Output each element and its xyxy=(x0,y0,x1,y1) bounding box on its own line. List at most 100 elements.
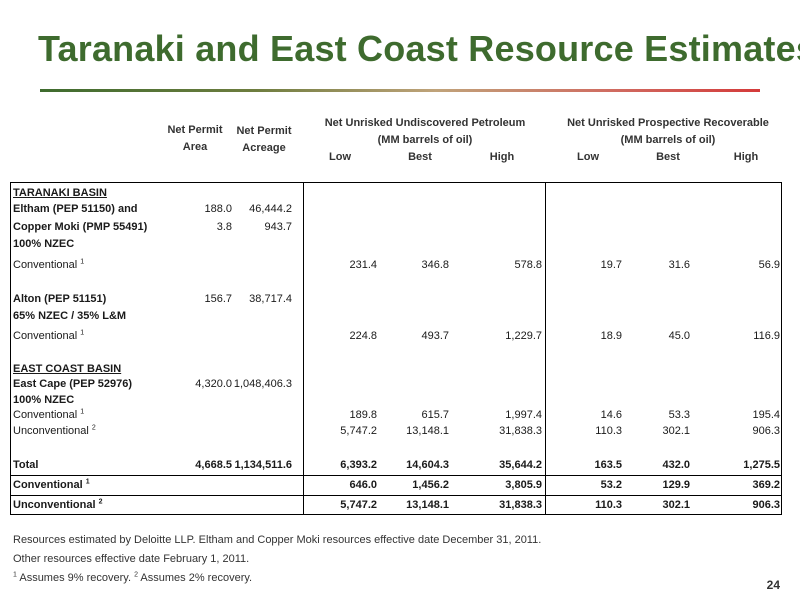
cell-p-high: 906.3 xyxy=(752,499,780,511)
cell-p-low: 163.5 xyxy=(594,459,622,471)
row-label: Conventional 1 xyxy=(13,329,85,342)
table-row: Conventional 1 224.8 493.7 1,229.7 18.9 … xyxy=(10,328,782,344)
cell-p-low: 53.2 xyxy=(600,479,622,491)
row-label: Alton (PEP 51151) xyxy=(13,293,107,305)
header-u-low: Low xyxy=(329,151,351,163)
header-prospective-group: Net Unrisked Prospective Recoverable (MM … xyxy=(567,117,769,146)
cell-acreage: 1,048,406.3 xyxy=(233,378,292,390)
header-undiscovered-group: Net Unrisked Undiscovered Petroleum (MM b… xyxy=(324,117,526,146)
cell-acreage: 46,444.2 xyxy=(249,203,292,215)
row-label: Total xyxy=(13,459,39,471)
page-number: 24 xyxy=(766,578,780,592)
table-row: Copper Moki (PMP 55491) 3.8 943.7 xyxy=(10,219,782,235)
cell-u-best: 13,148.1 xyxy=(406,425,449,437)
cell-p-high: 1,275.5 xyxy=(743,459,780,471)
cell-u-low: 231.4 xyxy=(349,259,377,271)
cell-p-best: 302.1 xyxy=(662,499,690,511)
row-label: 100% NZEC xyxy=(13,238,75,250)
row-label: Conventional 1 xyxy=(13,408,85,421)
cell-u-high: 1,229.7 xyxy=(505,330,542,342)
cell-p-low: 110.3 xyxy=(595,425,622,437)
header-u-high: High xyxy=(489,151,515,163)
cell-acreage: 38,717.4 xyxy=(249,293,292,305)
header-p-low: Low xyxy=(577,151,599,163)
cell-p-high: 56.9 xyxy=(758,259,780,271)
row-label: Conventional 1 xyxy=(13,478,90,491)
cell-u-high: 578.8 xyxy=(514,259,542,271)
table-row: 100% NZEC xyxy=(10,392,782,408)
header-p-high: High xyxy=(733,151,759,163)
cell-u-best: 346.8 xyxy=(421,259,449,271)
row-label: Conventional 1 xyxy=(13,258,85,271)
cell-u-low: 646.0 xyxy=(349,479,377,491)
cell-u-high: 31,838.3 xyxy=(499,499,542,511)
row-label: 65% NZEC / 35% L&M xyxy=(13,310,127,322)
cell-p-best: 302.1 xyxy=(662,425,690,437)
slide-title: Taranaki and East Coast Resource Estimat… xyxy=(38,28,800,69)
table-row: Conventional 1 231.4 346.8 578.8 19.7 31… xyxy=(10,257,782,273)
table-row-total-conventional: Conventional 1 646.0 1,456.2 3,805.9 53.… xyxy=(10,477,782,493)
cell-p-low: 18.9 xyxy=(600,330,622,342)
table-row-total-unconventional: Unconventional 2 5,747.2 13,148.1 31,838… xyxy=(10,497,782,513)
cell-u-low: 5,747.2 xyxy=(340,425,377,437)
row-label: Unconventional 2 xyxy=(13,424,96,437)
cell-area: 156.7 xyxy=(204,293,232,305)
cell-area: 4,320.0 xyxy=(195,378,232,390)
table-divider-left xyxy=(303,182,304,515)
row-label: Eltham (PEP 51150) and xyxy=(13,203,138,215)
cell-u-best: 13,148.1 xyxy=(406,499,449,511)
row-label: 100% NZEC xyxy=(13,394,75,406)
cell-p-high: 906.3 xyxy=(752,425,780,437)
cell-p-best: 129.9 xyxy=(662,479,690,491)
table-row: Conventional 1 189.8 615.7 1,997.4 14.6 … xyxy=(10,407,782,423)
cell-u-low: 189.8 xyxy=(349,409,377,421)
cell-area: 3.8 xyxy=(216,221,232,233)
cell-u-best: 615.7 xyxy=(421,409,449,421)
cell-p-best: 45.0 xyxy=(668,330,690,342)
row-label: East Cape (PEP 52976) xyxy=(13,378,133,390)
table-row: Eltham (PEP 51150) and 188.0 46,444.2 xyxy=(10,201,782,217)
table-row: East Cape (PEP 52976) 4,320.0 1,048,406.… xyxy=(10,376,782,392)
row-label: Copper Moki (PMP 55491) xyxy=(13,221,148,233)
cell-area: 188.0 xyxy=(204,203,232,215)
cell-p-best: 31.6 xyxy=(668,259,690,271)
cell-u-best: 1,456.2 xyxy=(412,479,449,491)
cell-u-high: 31,838.3 xyxy=(499,425,542,437)
footnote-line-2: Other resources effective date February … xyxy=(13,553,250,565)
conventional-separator xyxy=(10,495,782,496)
header-p-best: Best xyxy=(656,151,680,163)
cell-acreage: 1,134,511.6 xyxy=(234,459,292,471)
cell-p-high: 116.9 xyxy=(753,330,780,342)
cell-acreage: 943.7 xyxy=(264,221,292,233)
cell-area: 4,668.5 xyxy=(195,459,232,471)
cell-p-best: 53.3 xyxy=(668,409,690,421)
row-label: Unconventional 2 xyxy=(13,498,103,511)
table-divider-right xyxy=(545,182,546,515)
cell-u-best: 493.7 xyxy=(421,330,449,342)
cell-p-high: 195.4 xyxy=(752,409,780,421)
footnote-line-3: 1 Assumes 9% recovery. 2 Assumes 2% reco… xyxy=(13,571,253,584)
title-underline xyxy=(40,89,760,92)
cell-u-high: 1,997.4 xyxy=(505,409,542,421)
cell-u-high: 35,644.2 xyxy=(499,459,542,471)
cell-u-low: 5,747.2 xyxy=(340,499,377,511)
cell-u-low: 224.8 xyxy=(349,330,377,342)
cell-u-high: 3,805.9 xyxy=(505,479,542,491)
header-u-best: Best xyxy=(408,151,432,163)
cell-u-best: 14,604.3 xyxy=(406,459,449,471)
cell-p-low: 19.7 xyxy=(600,259,622,271)
table-row: 100% NZEC xyxy=(10,236,782,252)
total-separator xyxy=(10,475,782,476)
table-row: 65% NZEC / 35% L&M xyxy=(10,308,782,324)
table-row: Alton (PEP 51151) 156.7 38,717.4 xyxy=(10,291,782,307)
row-label: EAST COAST BASIN xyxy=(13,363,122,375)
header-net-permit-acreage: Net Permit Acreage xyxy=(236,125,292,154)
resource-table xyxy=(10,182,782,515)
table-row: EAST COAST BASIN xyxy=(10,361,782,377)
table-row-total: Total 4,668.5 1,134,511.6 6,393.2 14,604… xyxy=(10,457,782,473)
footnote-line-1: Resources estimated by Deloitte LLP. Elt… xyxy=(13,534,542,546)
row-label: TARANAKI BASIN xyxy=(13,187,107,199)
cell-p-low: 110.3 xyxy=(595,499,622,511)
table-row: TARANAKI BASIN xyxy=(10,185,782,201)
cell-p-high: 369.2 xyxy=(752,479,780,491)
